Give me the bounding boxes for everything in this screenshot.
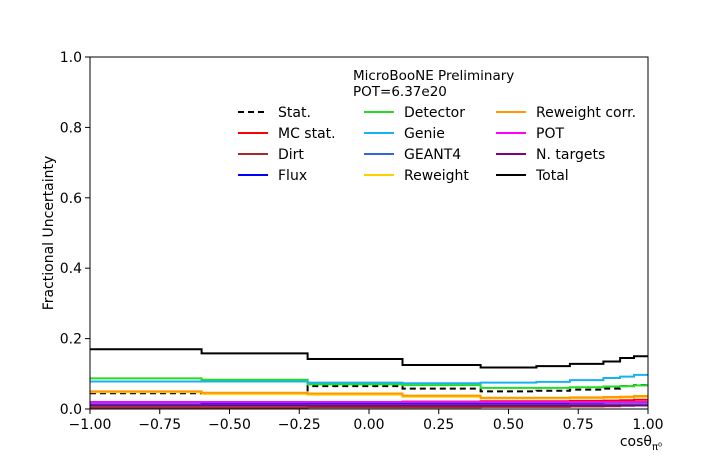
x-axis-title-subscript: π⁰ — [652, 442, 662, 453]
legend-label-flux: Flux — [278, 168, 307, 184]
x-tick-label: −0.75 — [138, 417, 181, 433]
legend-label-stat: Stat. — [278, 105, 311, 121]
legend: Stat. MC stat. Dirt Flux Detector Genie GEANT4… — [238, 105, 636, 184]
y-tick-label: 0.8 — [60, 120, 82, 136]
legend-label-reweight-corr: Reweight corr. — [536, 105, 636, 121]
x-tick-label: 0.00 — [353, 417, 384, 433]
y-tick-label: 1.0 — [60, 50, 82, 66]
legend-label-reweight: Reweight — [404, 168, 469, 184]
x-tick-label: 0.25 — [423, 417, 454, 433]
legend-label-n-targets: N. targets — [536, 147, 605, 163]
x-tick-label: 0.50 — [493, 417, 524, 433]
x-tick-label: −0.50 — [208, 417, 251, 433]
series-layer — [90, 348, 648, 409]
series-line-total — [90, 348, 648, 369]
legend-label-dirt: Dirt — [278, 147, 304, 163]
legend-label-mc-stat: MC stat. — [278, 126, 336, 142]
x-tick-label: 0.75 — [563, 417, 594, 433]
ticks-layer: −1.00 −0.75 −0.50 −0.25 0.00 0.25 0.50 0.75 1.00… — [60, 50, 664, 433]
y-tick-label: 0.2 — [60, 332, 82, 348]
x-tick-label: −1.00 — [69, 417, 112, 433]
x-axis-title: cosθπ⁰ — [620, 434, 662, 453]
series-line-reweight-corr — [90, 390, 648, 399]
legend-label-detector: Detector — [404, 105, 465, 121]
y-tick-label: 0.4 — [60, 261, 82, 277]
y-tick-label: 0.6 — [60, 191, 82, 207]
y-axis-title: Fractional Uncertainty — [41, 156, 57, 311]
legend-label-geant4: GEANT4 — [404, 147, 461, 163]
y-tick-label: 0.0 — [60, 402, 82, 418]
series-line-detector — [90, 377, 648, 389]
legend-label-genie: Genie — [404, 126, 445, 142]
x-axis-title-main: cosθ — [620, 434, 652, 450]
series-line-genie — [90, 373, 648, 385]
legend-label-pot: POT — [536, 126, 564, 142]
annotation-pot: POT=6.37e20 — [353, 84, 447, 100]
legend-label-total: Total — [535, 168, 569, 184]
series-line-stat — [90, 384, 648, 395]
x-tick-label: 1.00 — [632, 417, 663, 433]
x-tick-label: −0.25 — [278, 417, 321, 433]
annotation-experiment: MicroBooNE Preliminary — [353, 68, 514, 84]
